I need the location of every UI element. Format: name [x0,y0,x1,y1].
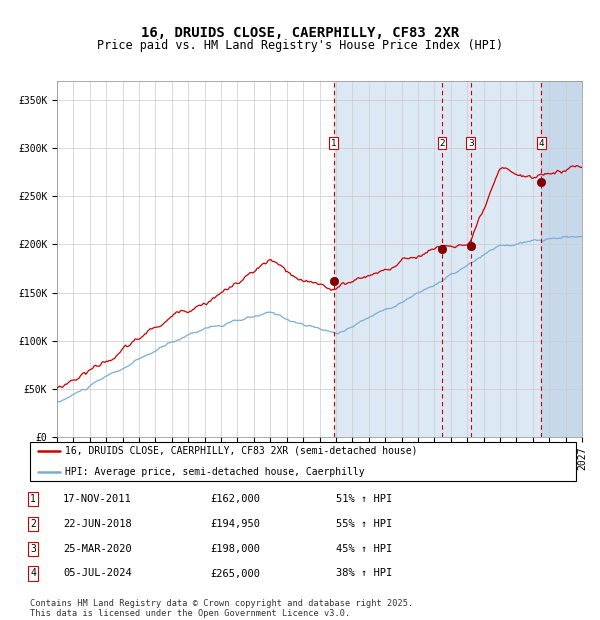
Text: £265,000: £265,000 [210,569,260,578]
Text: HPI: Average price, semi-detached house, Caerphilly: HPI: Average price, semi-detached house,… [65,467,365,477]
Text: 45% ↑ HPI: 45% ↑ HPI [336,544,392,554]
Text: 25-MAR-2020: 25-MAR-2020 [63,544,132,554]
Text: £198,000: £198,000 [210,544,260,554]
Text: 4: 4 [538,139,544,148]
Text: £194,950: £194,950 [210,519,260,529]
Text: 17-NOV-2011: 17-NOV-2011 [63,494,132,504]
Bar [334,81,541,437]
Text: 55% ↑ HPI: 55% ↑ HPI [336,519,392,529]
Text: £162,000: £162,000 [210,494,260,504]
Text: 2: 2 [30,519,36,529]
FancyBboxPatch shape [30,442,576,481]
Text: 38% ↑ HPI: 38% ↑ HPI [336,569,392,578]
Text: 16, DRUIDS CLOSE, CAERPHILLY, CF83 2XR (semi-detached house): 16, DRUIDS CLOSE, CAERPHILLY, CF83 2XR (… [65,446,418,456]
Text: 16, DRUIDS CLOSE, CAERPHILLY, CF83 2XR: 16, DRUIDS CLOSE, CAERPHILLY, CF83 2XR [141,26,459,40]
Text: Price paid vs. HM Land Registry's House Price Index (HPI): Price paid vs. HM Land Registry's House … [97,39,503,52]
Bar [541,81,582,437]
Text: 22-JUN-2018: 22-JUN-2018 [63,519,132,529]
Bar [541,81,582,437]
Text: 2: 2 [439,139,445,148]
Text: 3: 3 [30,544,36,554]
Text: 05-JUL-2024: 05-JUL-2024 [63,569,132,578]
Text: 3: 3 [468,139,474,148]
Text: 1: 1 [30,494,36,504]
Text: 1: 1 [331,139,337,148]
Text: 4: 4 [30,569,36,578]
Text: Contains HM Land Registry data © Crown copyright and database right 2025.
This d: Contains HM Land Registry data © Crown c… [30,599,413,618]
Text: 51% ↑ HPI: 51% ↑ HPI [336,494,392,504]
